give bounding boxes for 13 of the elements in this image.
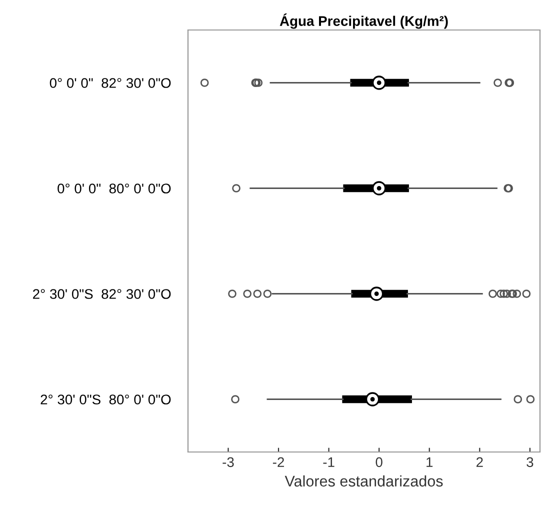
x-axis-title: Valores estandarizados	[284, 475, 443, 487]
x-tick-label: -2	[272, 457, 284, 467]
y-tick-label: 2° 30' 0"S 82° 30' 0"O	[33, 289, 171, 299]
chart-title: Água Precipitavel (Kg/m²)	[280, 14, 448, 29]
y-tick-label: 0° 0' 0" 82° 30' 0"O	[50, 78, 171, 88]
x-tick-label: 2	[476, 457, 483, 467]
x-tick-label: -3	[222, 457, 234, 468]
x-tick-label: 1	[426, 457, 433, 467]
x-tick-label: -1	[323, 457, 334, 467]
y-tick-label: 0° 0' 0" 80° 0' 0"O	[58, 184, 171, 194]
x-tick-label: 0	[376, 457, 382, 468]
y-tick-label: 2° 30' 0"S 80° 0' 0"O	[40, 394, 171, 404]
x-tick-label: 3	[526, 457, 534, 468]
